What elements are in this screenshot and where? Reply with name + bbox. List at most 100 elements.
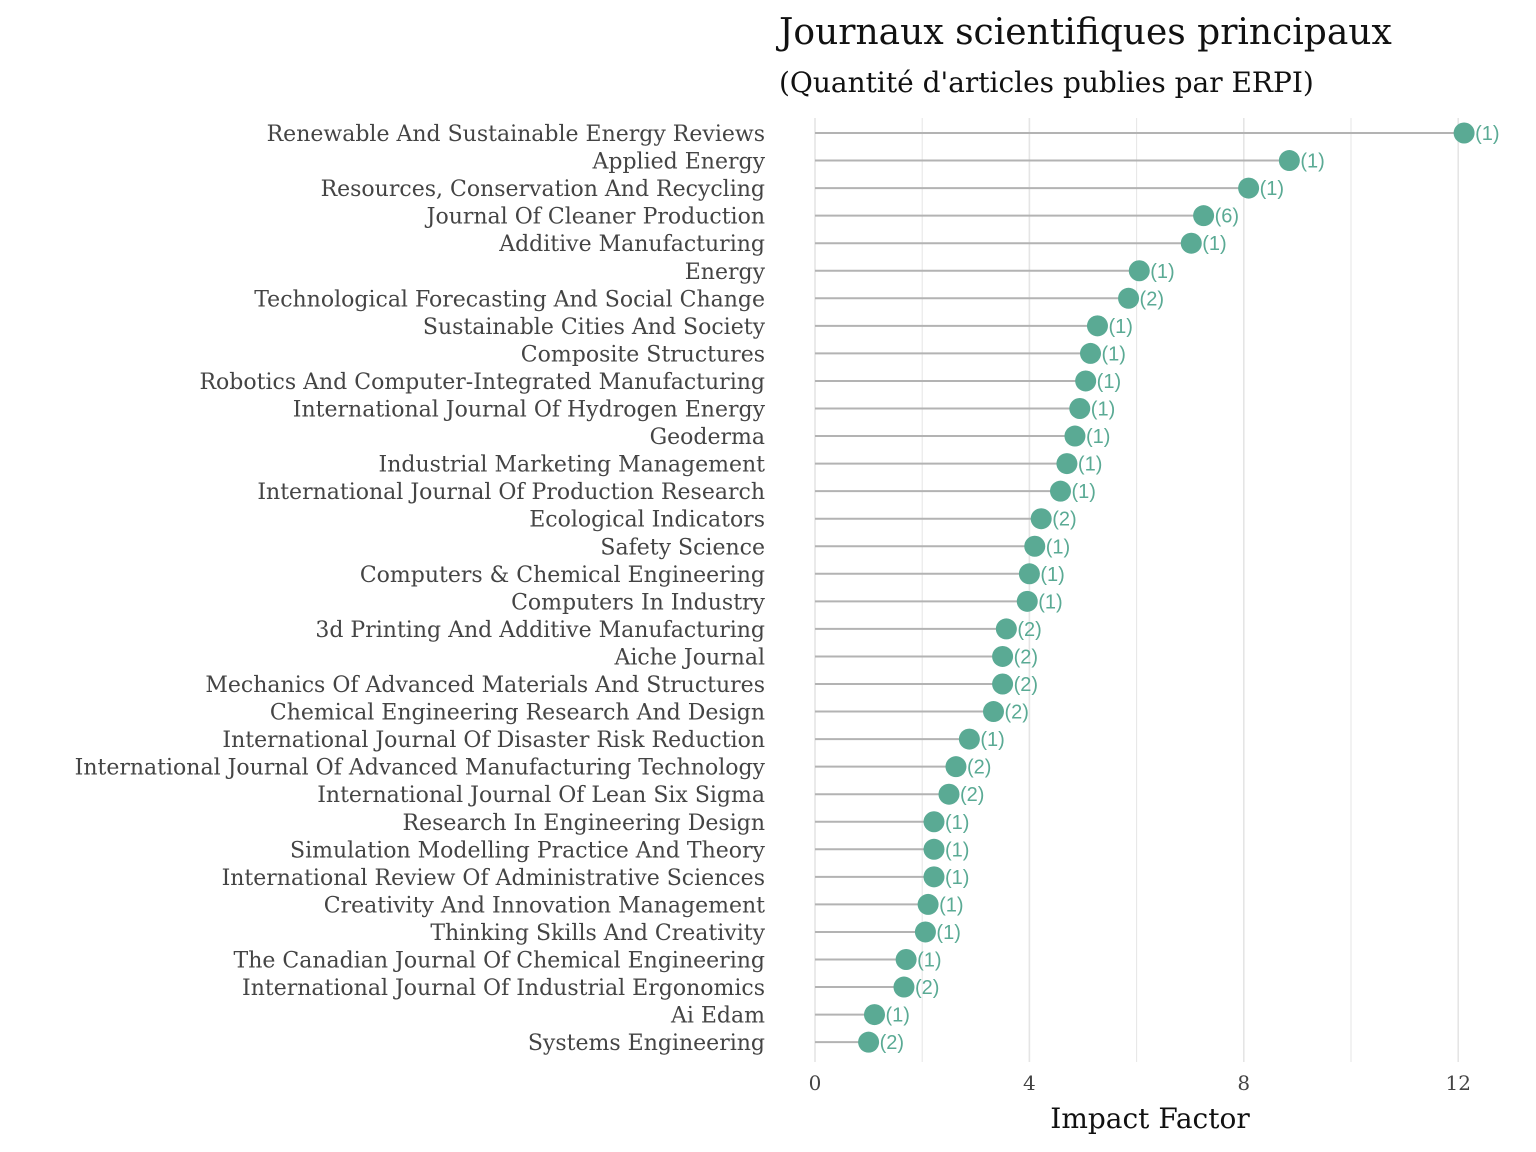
count-label: (1) — [885, 1005, 909, 1027]
count-label: (2) — [915, 977, 939, 999]
category-labels: Renewable And Sustainable Energy Reviews… — [75, 122, 766, 1056]
category-label: International Journal Of Hydrogen Energy — [293, 398, 766, 423]
data-point — [1030, 508, 1052, 530]
x-tick-label: 4 — [1023, 1071, 1036, 1095]
data-point — [1278, 150, 1300, 172]
count-label: (1) — [1475, 123, 1499, 145]
category-label: 3d Printing And Additive Manufacturing — [315, 618, 765, 643]
category-label: Geoderma — [650, 425, 765, 450]
count-label: (2) — [1014, 674, 1038, 696]
category-label: Chemical Engineering Research And Design — [270, 701, 765, 726]
chart-subtitle: (Quantité d'articles publies par ERPI) — [779, 66, 1314, 99]
count-label: (2) — [1140, 288, 1164, 310]
count-label: (6) — [1215, 206, 1239, 228]
category-label: International Review Of Administrative S… — [222, 866, 765, 891]
data-point — [982, 701, 1004, 723]
data-point — [1064, 425, 1086, 447]
count-label: (1) — [1086, 426, 1110, 448]
data-point — [992, 673, 1014, 695]
count-label: (1) — [917, 950, 941, 972]
count-label: (1) — [1300, 151, 1324, 173]
data-point — [858, 1031, 880, 1053]
category-label: International Journal Of Lean Six Sigma — [317, 783, 765, 808]
category-label: International Journal Of Advanced Manufa… — [75, 756, 766, 781]
category-label: Technological Forecasting And Social Cha… — [254, 287, 765, 312]
category-label: Systems Engineering — [528, 1031, 765, 1056]
category-label: Computers & Chemical Engineering — [360, 563, 765, 588]
count-label: (2) — [1017, 619, 1041, 641]
count-label: (1) — [1260, 178, 1284, 200]
category-label: Renewable And Sustainable Energy Reviews — [267, 122, 765, 147]
category-label: Robotics And Computer-Integrated Manufac… — [199, 370, 765, 395]
category-label: Applied Energy — [592, 150, 766, 175]
category-label: Journal Of Cleaner Production — [425, 205, 765, 230]
data-point — [863, 1004, 885, 1026]
count-label: (1) — [945, 867, 969, 889]
category-label: International Journal Of Production Rese… — [257, 480, 765, 505]
data-point — [938, 783, 960, 805]
category-label: Safety Science — [600, 535, 765, 560]
category-label: Research In Engineering Design — [403, 811, 765, 836]
data-point — [1075, 370, 1097, 392]
category-label: International Journal Of Disaster Risk R… — [222, 728, 765, 753]
data-point — [893, 976, 915, 998]
count-label: (1) — [1108, 316, 1132, 338]
x-tick-label: 8 — [1237, 1071, 1250, 1095]
data-point — [895, 949, 917, 970]
data-point — [1193, 205, 1215, 227]
data-point — [1453, 122, 1475, 144]
count-label: (1) — [980, 729, 1004, 751]
count-label: (1) — [945, 839, 969, 861]
category-label: Computers In Industry — [511, 590, 765, 615]
data-point — [1018, 563, 1040, 585]
category-label: Additive Manufacturing — [498, 232, 765, 257]
data-point — [1080, 342, 1102, 364]
category-label: The Canadian Journal Of Chemical Enginee… — [234, 949, 765, 974]
data-point — [914, 921, 936, 943]
data-point — [1180, 232, 1202, 254]
data-point — [1128, 260, 1150, 282]
count-label: (2) — [1014, 646, 1038, 668]
x-tick-labels: 0 4 8 12 — [809, 1071, 1471, 1095]
category-label: Ai Edam — [670, 1004, 765, 1029]
data-point — [992, 645, 1014, 667]
x-tick-label: 0 — [809, 1071, 822, 1095]
category-label: Energy — [685, 260, 766, 285]
x-axis-title: Impact Factor — [1050, 1102, 1250, 1135]
count-label: (2) — [1004, 702, 1028, 724]
count-label: (1) — [1078, 454, 1102, 476]
count-label: (2) — [960, 784, 984, 806]
count-label: (2) — [1052, 509, 1076, 531]
count-label: (2) — [967, 757, 991, 779]
count-label: (1) — [1150, 261, 1174, 283]
count-label: (1) — [1102, 343, 1126, 365]
data-point — [1016, 590, 1038, 612]
data-point — [958, 728, 980, 750]
data-point — [917, 893, 939, 915]
category-label: Composite Structures — [521, 342, 765, 367]
count-label: (1) — [945, 812, 969, 834]
category-label: Industrial Marketing Management — [379, 453, 766, 478]
stems — [815, 132, 1465, 1044]
category-label: Ecological Indicators — [529, 508, 765, 533]
count-label: (2) — [880, 1032, 904, 1054]
count-label: (1) — [1046, 536, 1070, 558]
category-label: Resources, Conservation And Recycling — [321, 177, 765, 202]
count-label: (1) — [1091, 399, 1115, 421]
count-label: (1) — [1038, 591, 1062, 613]
category-label: Simulation Modelling Practice And Theory — [290, 838, 766, 863]
x-tick-label: 12 — [1445, 1071, 1470, 1095]
count-label: (1) — [1202, 233, 1226, 255]
category-label: Sustainable Cities And Society — [423, 315, 766, 340]
data-point — [1049, 480, 1071, 502]
data-point — [923, 866, 945, 888]
data-point — [945, 756, 967, 778]
data-point — [1238, 177, 1260, 199]
count-label: (1) — [939, 894, 963, 916]
data-point — [1118, 287, 1140, 309]
data-point — [1069, 398, 1091, 419]
chart-title: Journaux scientifiques principaux — [775, 12, 1392, 53]
data-point — [1086, 315, 1108, 337]
count-label: (1) — [936, 922, 960, 944]
